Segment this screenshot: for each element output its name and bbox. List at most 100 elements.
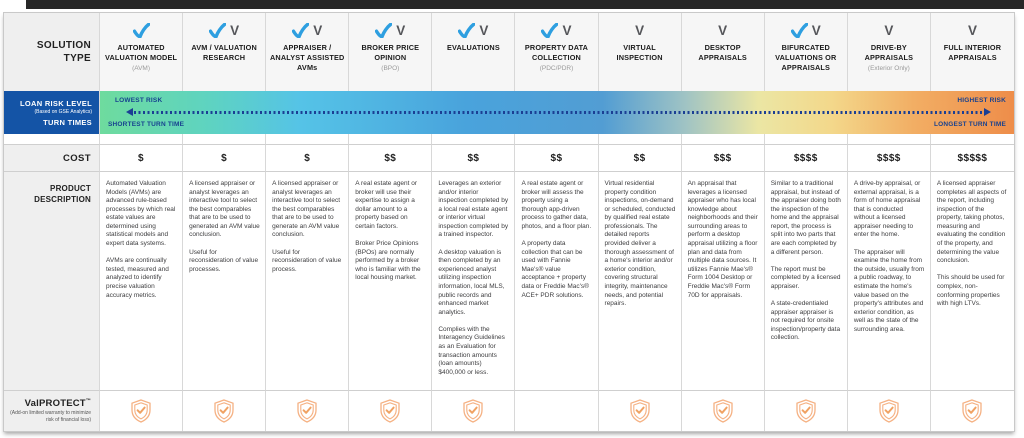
column-icons: V	[635, 22, 644, 39]
valprotect-shield-icon	[463, 399, 484, 423]
cost-value: $	[266, 144, 350, 172]
valprotect-shield-icon	[629, 399, 650, 423]
check-icon	[132, 23, 150, 38]
v-icon: V	[635, 22, 645, 38]
loan-risk-level-title: LOAN RISK LEVEL	[19, 98, 92, 108]
check-icon	[209, 23, 227, 38]
loan-risk-level-subtitle: (Based on GSE Analytics)	[34, 108, 92, 115]
check-icon	[541, 23, 559, 38]
column-title: BROKER PRICE OPINION	[361, 43, 420, 63]
valprotect-shield-icon	[297, 399, 317, 423]
column-icons: V	[375, 22, 405, 39]
column-header-full-interior: V FULL INTERIOR APPRAISALS	[930, 13, 1014, 91]
column-icons: V	[541, 22, 572, 39]
valprotect-shield-icon	[131, 399, 151, 423]
product-description: A drive-by appraisal, or external apprai…	[848, 172, 931, 390]
column-header-property-data-collection: V PROPERTY DATA COLLECTION (PDC/PDR)	[515, 13, 599, 91]
check-icon	[790, 23, 808, 38]
v-icon: V	[562, 22, 572, 38]
v-icon: V	[313, 22, 323, 38]
v-icon: V	[479, 22, 489, 38]
check-icon	[458, 23, 476, 38]
column-subtitle: (PDC/PDR)	[539, 65, 574, 73]
column-icons: V	[790, 22, 821, 39]
product-description: Leverages an exterior and/or interior in…	[432, 172, 516, 390]
product-description: Automated Valuation Models (AVMs) are ad…	[100, 172, 184, 390]
product-description: Similar to a traditional appraisal, but …	[765, 172, 848, 390]
valprotect-cell	[432, 390, 516, 431]
valprotect-cell	[100, 390, 184, 431]
valprotect-cell	[349, 390, 433, 431]
shortest-turn-time-text: SHORTEST TURN TIME	[108, 121, 185, 128]
cost-value: $	[183, 144, 267, 172]
cost-value: $$	[349, 144, 433, 172]
valprotect-shield-icon	[796, 399, 816, 423]
column-icons: V	[292, 22, 322, 39]
top-dark-bar	[26, 0, 1024, 9]
spacer-cell	[4, 134, 100, 144]
product-description: Virtual residential property condition i…	[599, 172, 682, 390]
v-icon: V	[718, 22, 728, 38]
solution-type-header: SOLUTION TYPE	[4, 13, 100, 91]
column-icons: V	[718, 22, 727, 39]
dotted-arrow-line	[134, 111, 983, 114]
product-description-label: PRODUCT DESCRIPTION	[4, 172, 100, 390]
cost-value: $$$	[681, 144, 765, 172]
product-description: A licensed appraiser completes all aspec…	[936, 180, 1007, 308]
column-icons: V	[884, 22, 893, 39]
valprotect-cell	[515, 390, 599, 431]
loan-risk-level-label: LOAN RISK LEVEL (Based on GSE Analytics)…	[4, 91, 100, 134]
lowest-risk-text: LOWEST RISK	[115, 97, 163, 104]
column-subtitle: (BPO)	[381, 65, 400, 73]
valprotect-cell	[183, 390, 267, 431]
cost-value: $$	[515, 144, 599, 172]
longest-turn-time-text: LONGEST TURN TIME	[933, 121, 1006, 128]
column-header-virtual-inspection: V VIRTUAL INSPECTION	[598, 13, 682, 91]
column-subtitle: (AVM)	[132, 65, 150, 73]
column-header-drive-by: V DRIVE-BY APPRAISALS (Exterior Only)	[847, 13, 931, 91]
valprotect-shield-icon	[214, 399, 234, 423]
v-icon: V	[811, 22, 821, 38]
valprotect-label: ValPROTECT	[24, 398, 86, 410]
valprotect-shield-icon	[713, 399, 733, 423]
column-title: EVALUATIONS	[446, 43, 500, 52]
product-description: A real estate agent or broker will use t…	[349, 172, 433, 390]
turn-times-title: TURN TIMES	[43, 117, 92, 127]
check-icon	[375, 23, 393, 38]
column-title: FULL INTERIOR APPRAISALS	[943, 43, 1002, 63]
valprotect-shield-icon	[380, 399, 400, 423]
column-header-evaluations: V EVALUATIONS	[432, 13, 516, 91]
column-title: VIRTUAL INSPECTION	[616, 43, 663, 63]
cost-value: $$$$$	[930, 144, 1014, 172]
v-icon: V	[884, 22, 894, 38]
column-header-desktop-appraisals: V DESKTOP APPRAISALS	[681, 13, 765, 91]
column-icons: V	[968, 22, 977, 39]
valprotect-cell	[681, 390, 765, 431]
valprotect-cell	[847, 390, 931, 431]
column-subtitle: (Exterior Only)	[867, 65, 910, 73]
column-title: APPRAISER / ANALYST ASSISTED AVMs	[270, 43, 345, 73]
column-header-avm-valuation-research: V AVM / VALUATION RESEARCH	[183, 13, 267, 91]
column-title: DESKTOP APPRAISALS	[698, 43, 747, 63]
cost-value: $$	[432, 144, 516, 172]
column-title: DRIVE-BY APPRAISALS	[864, 43, 914, 63]
column-title: BIFURCATED VALUATIONS OR APPRAISALS	[775, 43, 837, 73]
trademark-symbol: ™	[85, 398, 91, 405]
column-header-bpo: V BROKER PRICE OPINION (BPO)	[349, 13, 433, 91]
check-icon	[292, 23, 310, 38]
solution-comparison-table: SOLUTION TYPE AUTOMATED VALUATION MODEL …	[3, 12, 1015, 432]
risk-gradient-bar: LOWEST RISK SHORTEST TURN TIME HIGHEST R…	[100, 91, 1014, 134]
valprotect-cell	[266, 390, 350, 431]
arrow-left-icon	[126, 108, 133, 116]
column-title: AUTOMATED VALUATION MODEL	[104, 43, 178, 63]
valprotect-cell	[764, 390, 848, 431]
arrow-right-icon	[984, 108, 991, 116]
cost-value: $$	[598, 144, 682, 172]
cost-value: $$$$	[764, 144, 848, 172]
v-icon: V	[967, 22, 977, 38]
column-title: AVM / VALUATION RESEARCH	[191, 43, 257, 63]
product-description: A real estate agent or broker will asses…	[515, 172, 599, 390]
cost-value: $	[100, 144, 184, 172]
valprotect-cell	[930, 390, 1014, 431]
cost-value: $$$$	[847, 144, 931, 172]
